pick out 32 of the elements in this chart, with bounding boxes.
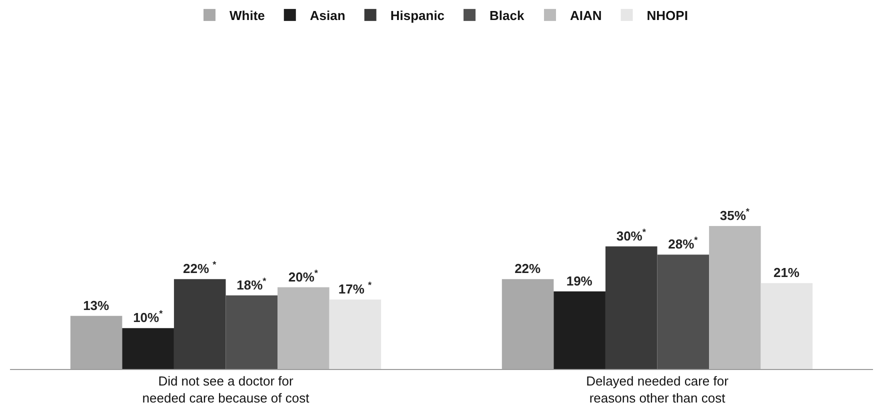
data-label: 28%$^{*}$ (668, 235, 698, 252)
x-tick-label: Delayed needed care for reasons other than cost (586, 374, 730, 406)
bar (329, 300, 382, 369)
data-label: 13% (83, 298, 110, 313)
bar (226, 295, 278, 369)
legend-label: Hispanic (390, 8, 445, 24)
data-label: 20%$^{*}$ (288, 268, 318, 284)
bar (760, 283, 813, 369)
data-label: 19% (566, 273, 593, 288)
bar (657, 254, 710, 369)
legend-label: Asian (310, 8, 346, 24)
data-label: 18%$^{*}$ (236, 276, 267, 292)
bar (502, 279, 554, 369)
legend-label: Black (490, 8, 525, 24)
x-tick-label: Did not see a doctor for needed care because of cost (142, 374, 310, 406)
legend-label: AIAN (570, 8, 602, 24)
bar (709, 226, 761, 369)
legend-label: White (230, 8, 265, 24)
data-label: 22% (514, 261, 542, 276)
data-label: 17% $^{*}$ (338, 280, 372, 297)
data-label: 10%$^{*}$ (133, 308, 164, 326)
data-label: 30%$^{*}$ (616, 226, 646, 244)
bar (278, 287, 330, 369)
bar (174, 279, 226, 369)
bar (70, 316, 122, 369)
data-label: 22% $^{*}$ (183, 260, 217, 276)
bar (605, 246, 658, 369)
bar (554, 291, 606, 369)
legend-label: NHOPI (646, 8, 688, 24)
data-label: 35%$^{*}$ (720, 206, 750, 223)
data-label: 21% (773, 265, 800, 280)
bar (122, 328, 174, 369)
